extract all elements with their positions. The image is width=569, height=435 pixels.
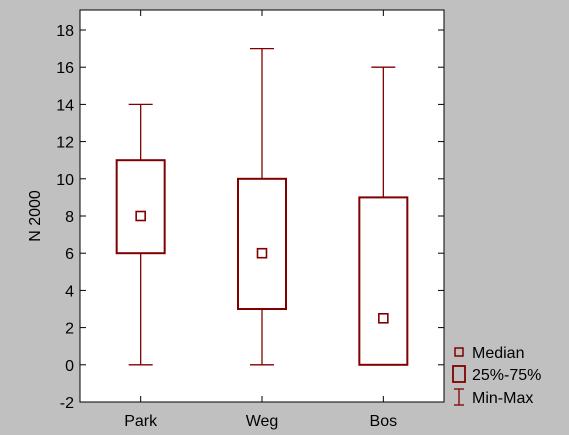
legend-box-icon	[452, 365, 466, 383]
x-tick-label: Bos	[370, 413, 398, 430]
legend-label: 25%-75%	[472, 367, 541, 384]
legend-item-whisker: Min-Max	[454, 388, 533, 407]
y-tick-label: 2	[65, 321, 74, 338]
median-marker	[256, 247, 268, 259]
x-tick-label: Weg	[246, 413, 279, 430]
iqr-box	[358, 196, 409, 366]
y-axis-title: N 2000	[27, 190, 44, 242]
legend-median-icon	[454, 347, 464, 357]
box-series	[115, 47, 409, 366]
y-tick-label: 14	[56, 97, 74, 114]
x-axis: Park Weg Bos	[124, 10, 397, 430]
y-tick-label: 8	[65, 209, 74, 226]
box-weg	[237, 47, 287, 366]
y-axis: -2 0 2 4 6 8 10 12 14 16 18	[56, 23, 444, 412]
legend-label: Median	[472, 345, 524, 362]
box-park	[115, 103, 166, 366]
y-tick-label: 12	[56, 135, 74, 152]
y-tick-label: 16	[56, 60, 74, 77]
y-tick-label: 6	[65, 246, 74, 263]
legend: Median 25%-75% Min-Max	[452, 345, 541, 407]
legend-item-median-marker: Median	[454, 345, 524, 362]
y-tick-label: 10	[56, 172, 74, 189]
legend-item-box: 25%-75%	[452, 365, 541, 384]
x-tick-label: Park	[124, 413, 158, 430]
y-tick-label: 18	[56, 23, 74, 40]
y-tick-label: 4	[65, 283, 74, 300]
median-marker	[378, 312, 389, 324]
box-bos	[358, 66, 409, 366]
legend-label: Min-Max	[472, 390, 533, 407]
iqr-box	[237, 177, 287, 310]
y-tick-label: -2	[60, 395, 74, 412]
iqr-box	[115, 159, 166, 255]
median-marker	[135, 210, 146, 222]
y-tick-label: 0	[65, 358, 74, 375]
